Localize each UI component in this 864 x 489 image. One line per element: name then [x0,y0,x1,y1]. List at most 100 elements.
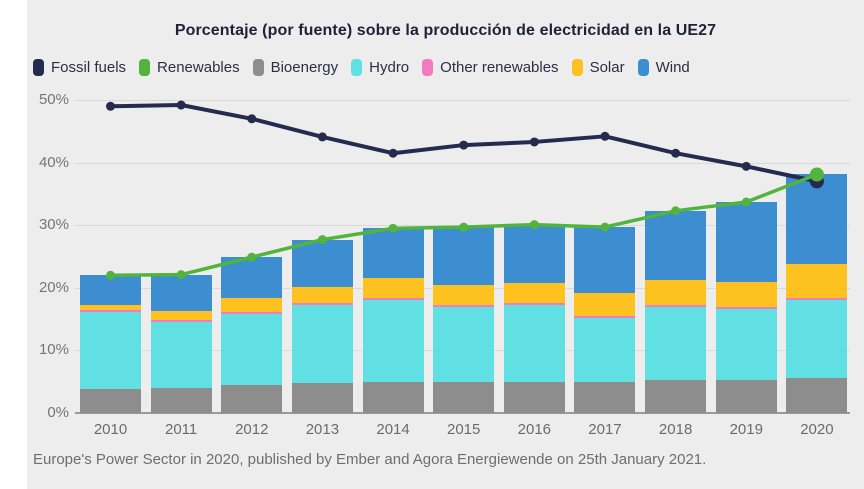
legend-label: Hydro [369,59,410,76]
source-footer: Europe's Power Sector in 2020, published… [33,451,707,468]
bar-segment-other-renewables-2018[interactable] [645,304,707,307]
bar-segment-bioenergy-2018[interactable] [645,379,707,413]
y-tick-label: 50% [38,91,69,108]
bar-segment-hydro-2014[interactable] [362,299,424,382]
point-fossil-fuels-2016[interactable] [529,137,539,147]
x-tick-label-2014: 2014 [376,421,410,438]
legend-label: Bioenergy [270,59,339,76]
y-tick-label: 40% [38,153,69,171]
point-fossil-fuels-2011[interactable] [176,100,186,110]
bar-segment-solar-2019[interactable] [715,281,777,308]
line-fossil-fuels [110,103,818,184]
bar-segment-solar-2018[interactable] [645,279,707,305]
point-fossil-fuels-2017[interactable] [600,131,610,141]
bar-segment-hydro-2015[interactable] [433,306,495,382]
x-tick-label-2016: 2016 [517,421,552,438]
point-fossil-fuels-2018[interactable] [671,148,681,158]
bar-segment-solar-2016[interactable] [503,283,565,304]
legend-label: Other renewables [440,59,559,76]
bar-segment-wind-2010[interactable] [80,275,141,306]
bar-segment-hydro-2019[interactable] [715,309,777,380]
point-fossil-fuels-2013[interactable] [317,132,327,142]
bar-segment-hydro-2017[interactable] [574,317,636,382]
legend-item-other-renewables[interactable]: Other renewables [422,59,559,76]
bar-segment-bioenergy-2013[interactable] [291,382,353,413]
bar-segment-hydro-2018[interactable] [645,306,707,380]
y-tick-label: 10% [38,341,69,359]
legend-label: Fossil fuels [51,59,127,76]
legend-item-wind[interactable]: Wind [637,59,690,76]
bar-segment-bioenergy-2011[interactable] [150,387,212,413]
bar-segment-bioenergy-2012[interactable] [221,384,283,413]
bar-segment-solar-2013[interactable] [291,286,353,303]
bar-segment-solar-2014[interactable] [362,278,424,298]
bar-segment-wind-2020[interactable] [786,174,848,264]
bar-segment-bioenergy-2020[interactable] [786,377,848,413]
x-tick-label-2017: 2017 [588,421,622,438]
y-tick-label: 30% [38,216,69,234]
bar-segment-hydro-2016[interactable] [503,305,565,382]
x-tick-label-2012: 2012 [235,421,269,438]
bar-segment-wind-2012[interactable] [221,257,283,298]
bar-segment-wind-2013[interactable] [291,239,353,287]
bar-segment-other-renewables-2016[interactable] [503,303,565,306]
bar-segment-wind-2019[interactable] [715,202,777,282]
legend-item-bioenergy[interactable]: Bioenergy [252,59,339,76]
bar-segment-hydro-2012[interactable] [221,314,283,385]
x-tick-label-2019: 2019 [729,421,763,438]
bar-segment-wind-2017[interactable] [574,227,636,294]
bar-segment-bioenergy-2016[interactable] [503,381,565,413]
legend-item-fossil-fuels[interactable]: Fossil fuels [33,59,126,76]
y-tick-label: 0% [47,404,69,421]
bar-segment-solar-2010[interactable] [80,305,141,310]
x-tick-label-2020: 2020 [800,421,834,438]
bar-segment-bioenergy-2014[interactable] [362,381,424,413]
legend-swatch-icon [637,59,649,76]
bar-segment-wind-2018[interactable] [645,210,707,280]
bar-segment-wind-2015[interactable] [433,227,495,285]
bar-segment-solar-2012[interactable] [221,297,283,313]
bar-segment-wind-2011[interactable] [150,274,212,311]
bar-segment-wind-2014[interactable] [362,228,424,279]
legend-swatch-icon [139,59,151,76]
legend-label: Wind [655,59,690,76]
point-fossil-fuels-2012[interactable] [247,114,257,124]
bar-segment-other-renewables-2012[interactable] [221,312,283,315]
bar-segment-solar-2015[interactable] [433,284,495,305]
bar-segment-bioenergy-2010[interactable] [80,389,141,413]
legend-swatch-icon [422,59,434,76]
point-fossil-fuels-2014[interactable] [388,148,398,158]
bar-segment-other-renewables-2013[interactable] [291,302,353,305]
bar-segment-solar-2020[interactable] [786,264,848,298]
bar-segment-hydro-2010[interactable] [80,311,141,390]
bar-segment-other-renewables-2019[interactable] [715,307,777,310]
bar-segment-hydro-2013[interactable] [291,304,353,383]
bar-segment-hydro-2020[interactable] [786,299,848,378]
y-tick-label: 20% [38,278,69,296]
chart-card: Porcentaje (por fuente) sobre la producc… [27,0,864,489]
gridline-40 [75,162,850,164]
bar-segment-solar-2017[interactable] [574,293,636,316]
bar-segment-other-renewables-2014[interactable] [362,297,424,300]
legend-swatch-icon [571,59,583,76]
legend-item-solar[interactable]: Solar [571,59,625,76]
bar-segment-wind-2016[interactable] [503,224,565,284]
bar-segment-hydro-2011[interactable] [150,321,212,388]
bar-segment-other-renewables-2011[interactable] [150,319,212,322]
legend-swatch-icon [33,59,44,76]
bar-segment-other-renewables-2010[interactable] [80,309,141,312]
point-fossil-fuels-2015[interactable] [459,140,469,150]
bar-segment-bioenergy-2019[interactable] [715,379,777,413]
legend-item-hydro[interactable]: Hydro [351,59,409,76]
bar-segment-other-renewables-2015[interactable] [433,304,495,307]
legend-item-renewables[interactable]: Renewables [139,59,240,76]
legend-swatch-icon [252,59,264,76]
bar-segment-other-renewables-2017[interactable] [574,315,636,318]
x-tick-label-2013: 2013 [305,421,340,438]
bar-segment-other-renewables-2020[interactable] [786,297,848,300]
point-fossil-fuels-2010[interactable] [106,101,115,111]
x-tick-label-2010: 2010 [93,421,128,438]
bar-segment-bioenergy-2015[interactable] [433,381,495,413]
bar-segment-solar-2011[interactable] [150,310,212,320]
bar-segment-bioenergy-2017[interactable] [574,381,636,413]
